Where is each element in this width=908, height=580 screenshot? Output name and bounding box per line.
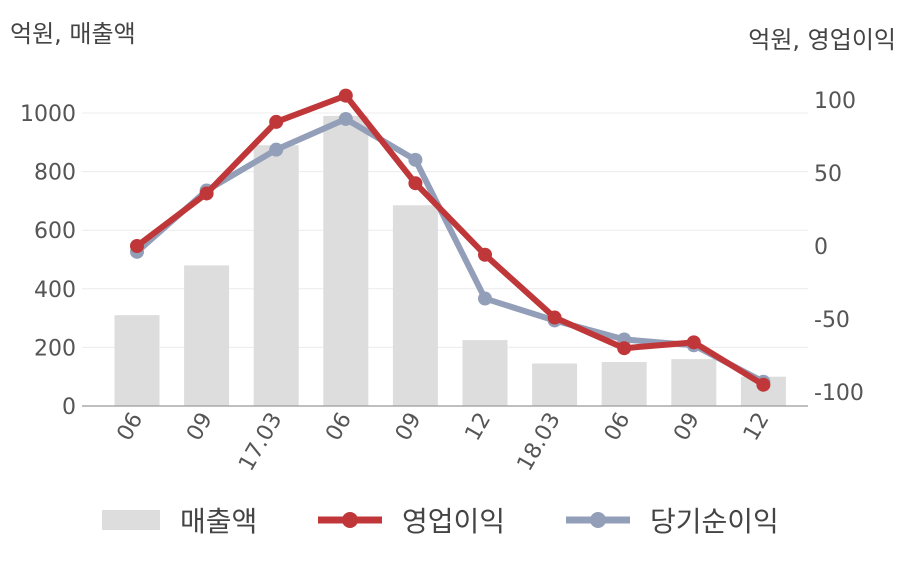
right-tick-label: -50 xyxy=(814,308,850,333)
data-point xyxy=(338,88,353,103)
x-tick-label: 17.03 xyxy=(234,409,287,476)
x-axis-ticks: 06 09 17.03 06 09 12 18.03 06 09 12 xyxy=(113,409,775,476)
data-point xyxy=(269,142,284,157)
bar-series xyxy=(114,115,786,407)
x-tick-label: 09 xyxy=(182,409,218,446)
x-tick-label: 12 xyxy=(461,409,497,446)
data-point xyxy=(338,111,353,126)
legend-label-net-income: 당기순이익 xyxy=(650,505,779,538)
right-tick-label: 50 xyxy=(814,162,842,187)
x-tick-label: 06 xyxy=(321,409,357,446)
legend-item-sales: 매출액 xyxy=(102,500,257,540)
data-point xyxy=(686,335,701,350)
data-point xyxy=(408,152,423,167)
left-tick-label: 1000 xyxy=(20,102,76,127)
data-point xyxy=(269,114,284,129)
bar xyxy=(462,340,508,406)
data-point xyxy=(547,310,562,325)
left-tick-label: 0 xyxy=(62,395,76,420)
right-tick-label: 0 xyxy=(814,235,828,260)
right-axis-unit: 억원, 영업이익 xyxy=(748,26,896,54)
data-point xyxy=(478,291,492,306)
bar xyxy=(323,115,369,407)
data-point xyxy=(130,239,144,253)
bar xyxy=(601,362,647,406)
data-point xyxy=(756,377,771,392)
data-point xyxy=(199,186,214,201)
right-tick-label: -100 xyxy=(814,381,864,406)
left-tick-label: 600 xyxy=(34,219,76,244)
legend-swatch-line xyxy=(566,512,630,528)
left-axis-ticks: 0 200 400 600 800 1000 xyxy=(20,102,76,420)
right-tick-label: 100 xyxy=(814,89,856,114)
x-tick-label: 06 xyxy=(113,409,149,446)
legend-swatch-bar xyxy=(102,510,160,530)
x-tick-label: 06 xyxy=(600,409,636,446)
bar xyxy=(392,205,438,406)
bar xyxy=(671,359,717,406)
legend-item-net-income: 당기순이익 xyxy=(566,500,779,540)
legend-label-sales: 매출액 xyxy=(180,505,258,538)
legend-label-operating-profit: 영업이익 xyxy=(402,505,506,538)
left-axis-unit: 억원, 매출액 xyxy=(10,20,136,48)
legend-marker-swatch xyxy=(590,512,606,528)
x-tick-label: 12 xyxy=(739,409,775,446)
data-point xyxy=(617,341,632,356)
line-series xyxy=(130,88,771,392)
combo-chart: 0 200 400 600 800 1000 -100 -50 0 50 100 06 09 17.0… xyxy=(20,88,864,476)
legend-swatch-line xyxy=(318,512,382,528)
right-axis-ticks: -100 -50 0 50 100 xyxy=(814,89,864,406)
bar xyxy=(253,145,299,407)
left-tick-label: 800 xyxy=(34,161,76,186)
x-tick-label: 09 xyxy=(669,409,705,446)
legend-bar-swatch xyxy=(102,510,160,530)
series-line xyxy=(134,92,767,388)
data-point xyxy=(408,176,423,191)
bar xyxy=(184,265,230,406)
bar xyxy=(532,363,578,406)
x-tick-label: 09 xyxy=(391,409,427,446)
bar xyxy=(114,315,160,406)
legend-marker-swatch xyxy=(342,512,358,528)
left-tick-label: 400 xyxy=(34,278,76,303)
x-tick-label: 18.03 xyxy=(513,409,566,476)
data-point xyxy=(478,247,492,262)
legend: 매출액 영업이익 당기순이익 xyxy=(0,500,908,548)
legend-item-operating-profit: 영업이익 xyxy=(318,500,505,540)
left-tick-label: 200 xyxy=(34,336,76,361)
